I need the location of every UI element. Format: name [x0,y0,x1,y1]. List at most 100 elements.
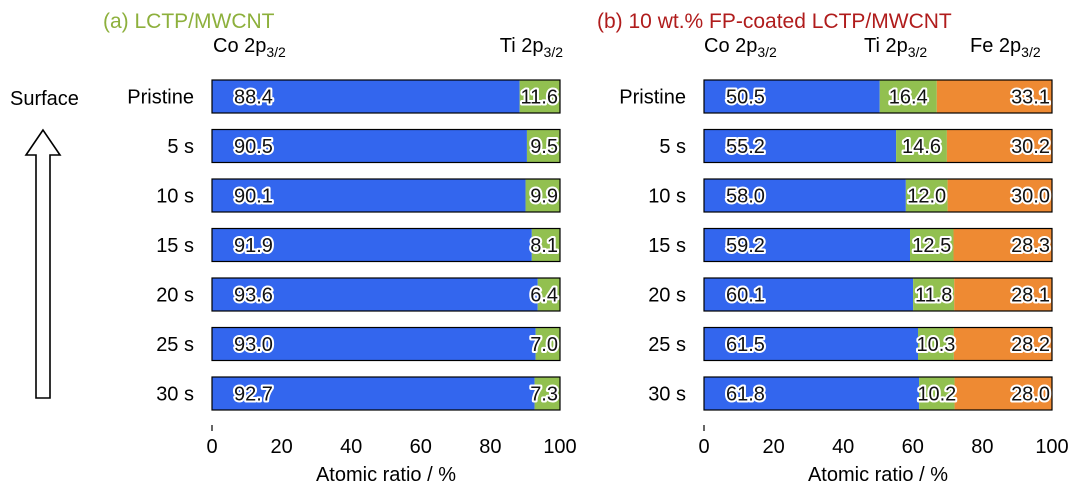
series-header-fe: Fe 2p3/2 [970,35,1041,60]
data-label-ti: 12.5 [912,235,951,257]
bar-segment-fe [953,327,1052,361]
series-header-ti: Ti 2p3/2 [864,35,927,60]
data-label-fe: 28.2 [1011,334,1050,356]
bar-row: 5 s 55.2 14.6 30.2 [659,128,1053,164]
data-label-ti: 10.3 [916,334,955,356]
bar-segment-co [704,80,880,113]
data-label-fe: 33.1 [1011,87,1050,109]
data-label-co: 61.8 [726,384,765,406]
category-label: 15 s [648,235,686,257]
bar-outline [211,326,561,362]
bar-segment-co [704,278,914,311]
category-label: 25 s [156,334,194,356]
bar-outline [703,178,1053,213]
data-label-co: 93.0 [234,334,273,356]
x-axis-title: Atomic ratio / % [808,464,948,486]
data-label-ti: 10.2 [917,384,956,406]
chart-title: (b) 10 wt.% FP-coated LCTP/MWCNT [597,10,952,33]
x-axis: 0 20 40 60 80 100 Atomic ratio / % [206,425,577,486]
bar-segment-ti [525,179,560,212]
bar-row: 30 s 92.7 7.3 [156,376,561,411]
x-axis-title: Atomic ratio / % [316,464,456,486]
bar-segment-ti [910,228,954,262]
data-label-co: 61.5 [726,334,765,356]
x-tick-label: 0 [698,436,709,458]
bar-outline [703,79,1053,114]
bar-segment-co [212,228,532,262]
bar-segment-fe [954,377,1052,410]
bar-row: 10 s 58.0 12.0 30.0 [648,178,1053,213]
x-tick-label: 60 [410,436,432,458]
bar-segment-co [704,228,911,262]
data-label-ti: 11.8 [915,285,952,307]
bar-segment-co [212,327,536,361]
x-tick-label: 40 [832,436,854,458]
bar-row: 30 s 61.8 10.2 28.0 [648,376,1053,411]
series-header-ti: Ti 2p3/2 [500,35,563,60]
bar-segment-co [212,129,527,163]
data-label-ti: 6.4 [530,285,558,307]
bar-outline [703,227,1053,263]
surface-arrow-icon [24,128,62,399]
bar-segment-fe [953,228,1052,262]
bar-row: 20 s 93.6 6.4 [156,277,561,312]
x-tick-label: 100 [543,436,576,458]
bar-row: 10 s 90.1 9.9 [156,178,561,213]
x-tick-label: 60 [902,436,924,458]
chart-title: (a) LCTP/MWCNT [103,10,275,33]
data-label-co: 88.4 [234,87,273,109]
x-tick-label: 20 [762,436,784,458]
category-label: 10 s [648,186,686,208]
category-label: 25 s [648,334,686,356]
data-label-ti: 9.9 [530,186,558,208]
bar-segment-co [212,179,526,212]
bar-segment-ti [919,377,955,410]
x-tick-label: 80 [971,436,993,458]
data-label-ti: 14.6 [902,136,941,158]
bar-row: 15 s 59.2 12.5 28.3 [648,227,1053,263]
bar-segment-ti [519,80,560,113]
bar-segment-co [704,327,919,361]
bar-segment-ti [879,80,937,113]
bar-segment-co [704,129,897,163]
data-label-fe: 30.2 [1011,136,1050,158]
data-label-ti: 16.4 [889,87,928,109]
category-label: 15 s [156,235,194,257]
surface-label: Surface [10,88,79,110]
bar-outline [211,227,561,263]
data-label-fe: 28.0 [1011,384,1050,406]
data-label-ti: 11.6 [521,87,558,109]
data-label-co: 90.5 [234,136,273,158]
data-label-fe: 30.0 [1011,186,1050,208]
category-label: 10 s [156,186,194,208]
data-label-co: 55.2 [726,136,765,158]
data-label-ti: 8.1 [530,235,558,257]
category-label: 20 s [648,285,686,307]
bar-row: 5 s 90.5 9.5 [167,128,561,164]
category-label: 20 s [156,285,194,307]
bar-segment-fe [936,80,1052,113]
bar-row: Pristine 88.4 11.6 [127,79,561,114]
bar-segment-ti [535,327,560,361]
category-label: 30 s [648,384,686,406]
series-header-co: Co 2p3/2 [704,35,777,60]
x-tick-label: 20 [270,436,292,458]
x-tick-label: 80 [479,436,501,458]
bar-segment-ti [896,129,947,163]
bar-segment-ti [918,327,954,361]
bar-segment-ti [537,278,560,311]
bar-segment-ti [526,129,560,163]
data-label-fe: 28.3 [1011,235,1050,257]
bar-outline [211,277,561,312]
bar-outline [211,376,561,411]
category-label: 5 s [167,136,194,158]
data-label-ti: 12.0 [907,186,946,208]
x-tick-label: 100 [1035,436,1068,458]
x-tick-label: 40 [340,436,362,458]
bar-segment-ti [905,179,948,212]
bar-segment-fe [946,129,1052,163]
x-axis: 0 20 40 60 80 100 Atomic ratio / % [698,425,1069,486]
